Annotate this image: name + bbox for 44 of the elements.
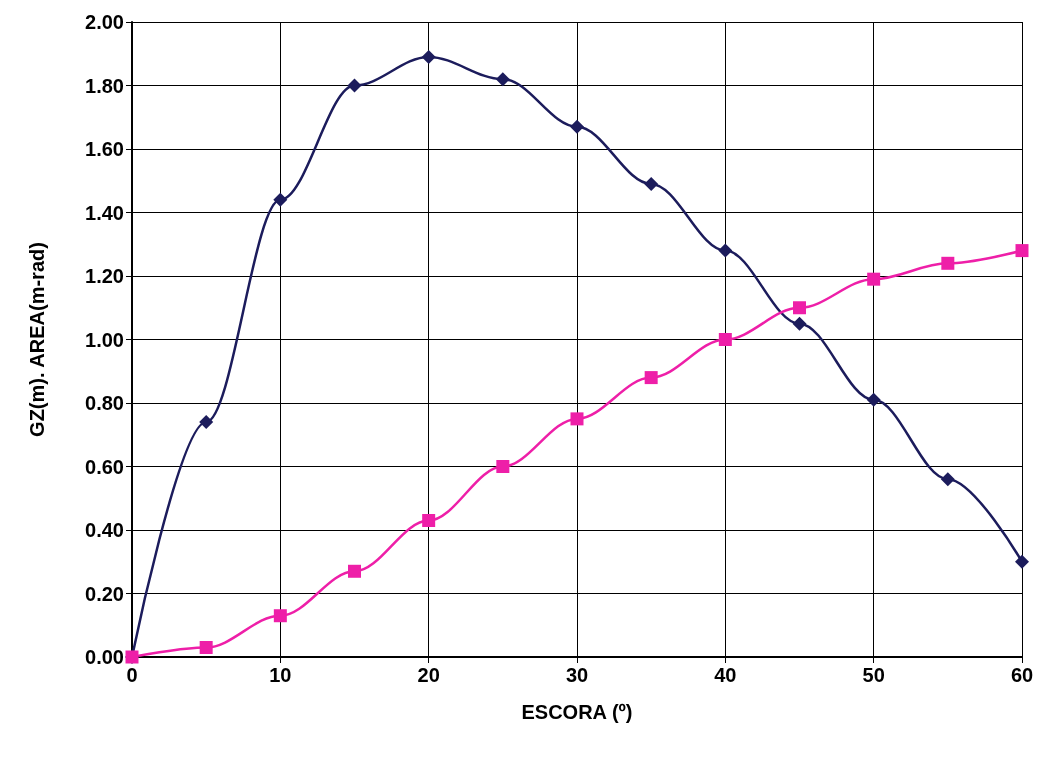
- y-tick-label: 1.60: [85, 138, 124, 160]
- y-tick-label: 0.60: [85, 455, 124, 478]
- y-tick-label: 0.40: [85, 519, 124, 541]
- point: [718, 333, 732, 346]
- x-tick-label: 10: [269, 664, 292, 686]
- point: [570, 119, 584, 134]
- y-tick-label: 1.80: [85, 74, 124, 97]
- point: [570, 412, 584, 426]
- y-axis-title: GZ(m). AREA(m-rad): [26, 242, 48, 437]
- y-tick-label: 1.40: [85, 201, 124, 224]
- x-tick-label: 30: [565, 664, 589, 686]
- point: [718, 243, 733, 258]
- point: [1015, 554, 1029, 569]
- x-tick-label: 50: [862, 664, 885, 686]
- point: [348, 564, 361, 578]
- x-tick-label: 20: [417, 664, 440, 686]
- point: [273, 609, 287, 623]
- point: [495, 72, 510, 87]
- point: [421, 49, 436, 64]
- point: [866, 392, 881, 407]
- x-tick-label: 0: [126, 664, 138, 686]
- point: [199, 640, 213, 654]
- point: [793, 301, 806, 315]
- y-tick-label: 0.20: [85, 582, 124, 605]
- point: [867, 272, 881, 286]
- point: [644, 371, 658, 385]
- point: [496, 460, 510, 473]
- point: [940, 472, 955, 487]
- point: [199, 415, 214, 430]
- point: [941, 256, 955, 270]
- point: [422, 513, 436, 527]
- x-tick-label: 40: [714, 664, 737, 686]
- point: [1015, 244, 1029, 258]
- point: [347, 78, 362, 93]
- y-tick-label: 0.00: [85, 646, 124, 668]
- point: [792, 316, 807, 331]
- point: [273, 192, 288, 207]
- y-tick-label: 1.20: [85, 265, 124, 287]
- x-axis-title: ESCORA (º): [521, 701, 633, 723]
- y-tick-label: 2.00: [85, 11, 124, 33]
- y-tick-label: 0.80: [85, 392, 124, 414]
- point: [644, 176, 659, 191]
- x-tick-label: 60: [1010, 664, 1034, 686]
- y-tick-label: 1.00: [85, 328, 124, 351]
